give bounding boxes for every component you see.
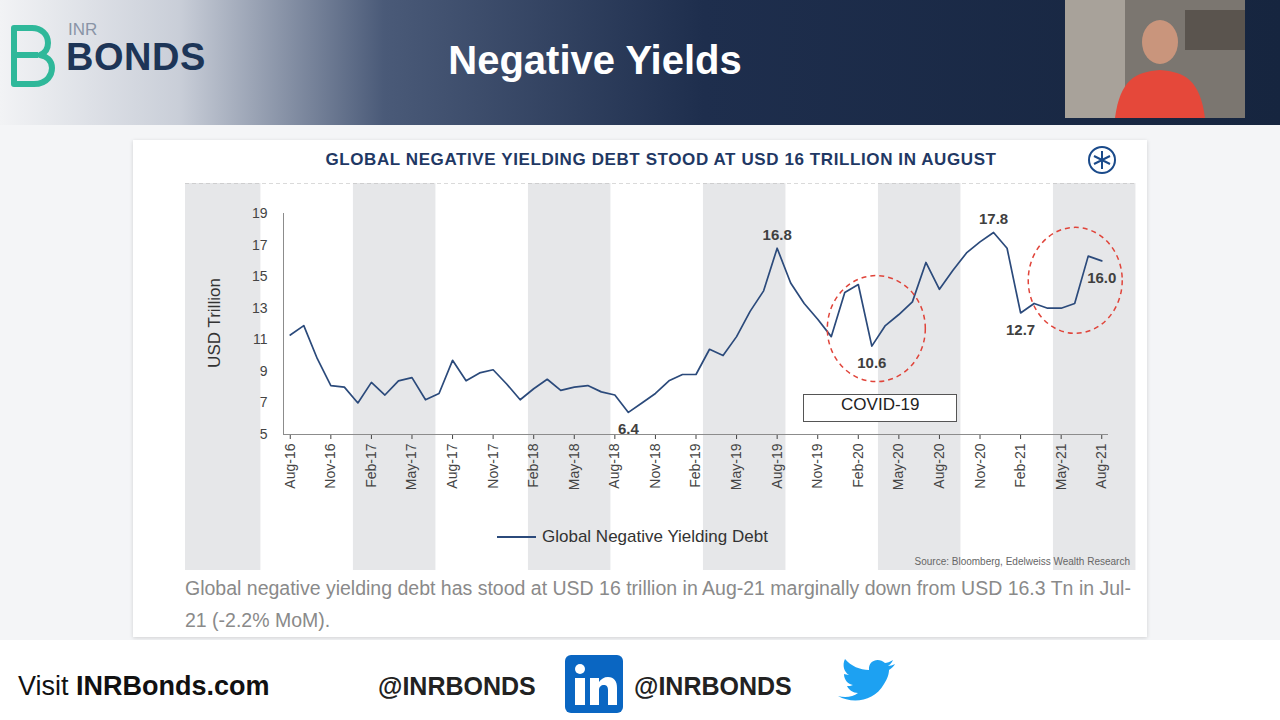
svg-text:Feb-18: Feb-18 xyxy=(525,443,541,488)
html-text:Global negative yielding debt: Global negative yielding debt has stood … xyxy=(185,577,1131,631)
svg-text:Nov-16: Nov-16 xyxy=(322,443,338,488)
svg-text:May-21: May-21 xyxy=(1053,443,1069,490)
html-text:GLOBAL NEGATIVE YIELDING DEBT: GLOBAL NEGATIVE YIELDING DEBT STOOD AT U… xyxy=(325,150,997,169)
svg-text:May-17: May-17 xyxy=(403,443,419,490)
html-text:USD Trillion: USD Trillion xyxy=(205,277,224,368)
html-text:BONDS: BONDS xyxy=(66,36,206,78)
svg-text:Nov-18: Nov-18 xyxy=(647,443,663,488)
html-text:Negative Yields: Negative Yields xyxy=(448,38,742,82)
svg-text:Aug-21: Aug-21 xyxy=(1093,443,1109,488)
svg-text:17.8: 17.8 xyxy=(979,210,1008,227)
svg-text:Aug-19: Aug-19 xyxy=(769,443,785,488)
svg-text:16.0: 16.0 xyxy=(1087,269,1116,286)
svg-text:Nov-17: Nov-17 xyxy=(485,443,501,488)
html-text:@INRBONDS: @INRBONDS xyxy=(634,672,792,700)
svg-text:May-18: May-18 xyxy=(566,443,582,490)
svg-text:7: 7 xyxy=(260,394,268,410)
html-text:Global Negative Yielding Debt: Global Negative Yielding Debt xyxy=(542,527,768,546)
html-text:COVID-19: COVID-19 xyxy=(841,394,920,414)
svg-text:Aug-18: Aug-18 xyxy=(606,443,622,488)
svg-text:10.6: 10.6 xyxy=(857,354,886,371)
svg-text:Feb-19: Feb-19 xyxy=(687,443,703,488)
html-text:INR: INR xyxy=(68,20,98,39)
svg-text:12.7: 12.7 xyxy=(1006,321,1035,338)
svg-text:May-20: May-20 xyxy=(890,443,906,490)
svg-text:6.4: 6.4 xyxy=(618,420,640,437)
svg-text:Feb-21: Feb-21 xyxy=(1012,443,1028,488)
svg-text:Feb-20: Feb-20 xyxy=(850,443,866,488)
svg-text:19: 19 xyxy=(252,205,268,221)
svg-text:15: 15 xyxy=(252,268,268,284)
svg-text:16.8: 16.8 xyxy=(763,226,792,243)
svg-text:Nov-19: Nov-19 xyxy=(809,443,825,488)
svg-text:11: 11 xyxy=(253,331,268,347)
html-text:@INRBONDS: @INRBONDS xyxy=(378,672,536,700)
svg-text:May-19: May-19 xyxy=(728,443,744,490)
html-text:Source: Bloomberg, Edelweiss W: Source: Bloomberg, Edelweiss Wealth Rese… xyxy=(914,556,1130,567)
svg-text:Nov-20: Nov-20 xyxy=(971,443,987,488)
svg-text:5: 5 xyxy=(260,426,268,442)
svg-text:Aug-20: Aug-20 xyxy=(931,443,947,488)
svg-text:Feb-17: Feb-17 xyxy=(363,443,379,488)
html-text:Visit INRBonds.com: Visit INRBonds.com xyxy=(18,671,270,701)
svg-text:17: 17 xyxy=(252,237,268,253)
svg-text:Aug-16: Aug-16 xyxy=(282,443,298,488)
svg-text:13: 13 xyxy=(252,300,268,316)
svg-text:Aug-17: Aug-17 xyxy=(444,443,460,488)
svg-text:9: 9 xyxy=(260,363,268,379)
